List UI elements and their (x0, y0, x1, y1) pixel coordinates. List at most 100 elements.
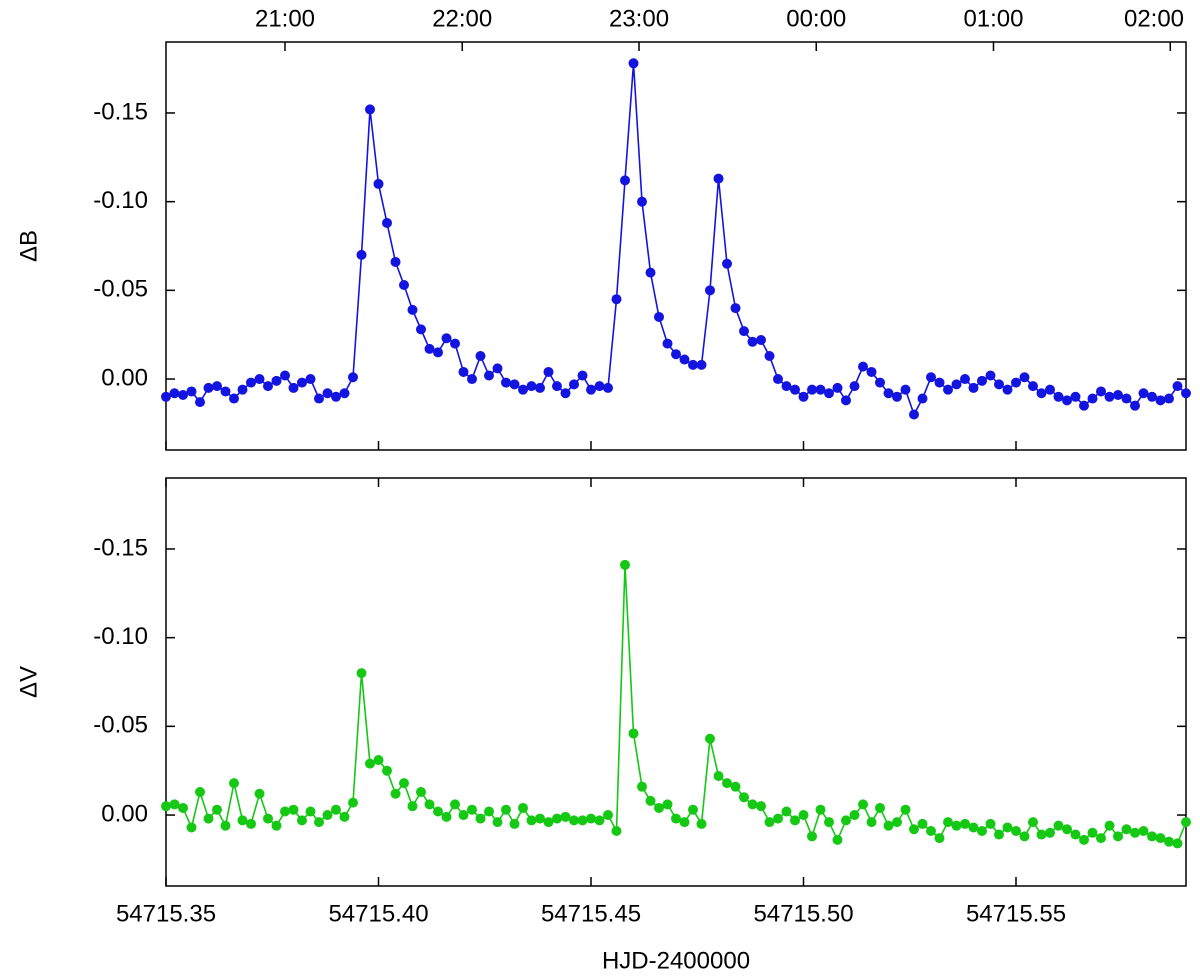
data-point (297, 377, 307, 388)
data-point (229, 393, 239, 404)
data-point (314, 393, 324, 404)
x-axis-label: HJD-2400000 (602, 947, 750, 974)
data-point (322, 388, 333, 399)
y-tick-label: -0.10 (93, 623, 148, 650)
data-point (246, 377, 256, 388)
data-point (858, 361, 868, 372)
data-point (203, 813, 214, 824)
data-point (1172, 838, 1183, 849)
data-point (416, 786, 426, 797)
data-point (1147, 391, 1157, 402)
data-point (365, 758, 375, 769)
data-point (951, 820, 962, 831)
data-point (1036, 829, 1047, 840)
data-point (1053, 391, 1064, 402)
data-point (535, 813, 545, 824)
data-point (212, 381, 222, 392)
data-point (1002, 384, 1013, 395)
plot-frame (165, 477, 1187, 887)
y-axis-label: ΔB (15, 230, 42, 262)
data-point (586, 813, 596, 824)
data-point (433, 347, 443, 358)
data-point (985, 370, 996, 381)
data-point (552, 813, 562, 824)
data-point (560, 811, 571, 822)
data-point (603, 810, 613, 821)
data-point (1011, 826, 1021, 837)
data-point (900, 384, 911, 395)
data-point (288, 382, 299, 393)
data-point (305, 806, 316, 817)
data-point (569, 815, 579, 826)
data-point (849, 381, 860, 392)
data-point (220, 386, 231, 397)
data-point (288, 804, 299, 815)
y-tick-label: 0.00 (101, 364, 148, 391)
data-point (662, 338, 673, 349)
data-point (220, 820, 231, 831)
data-point (365, 104, 375, 115)
data-point (1130, 400, 1140, 411)
data-point (577, 815, 588, 826)
data-point (858, 799, 868, 810)
data-point (1164, 836, 1174, 847)
x2-tick-label: 23:00 (609, 5, 669, 32)
data-point (399, 778, 409, 789)
data-point (1155, 833, 1166, 844)
data-point (781, 381, 792, 392)
data-point (764, 817, 775, 828)
data-point (424, 343, 435, 354)
y-tick-label: -0.15 (93, 98, 148, 125)
data-point (373, 755, 384, 766)
data-point (960, 818, 970, 829)
y-axis-label: ΔV (15, 666, 42, 698)
data-point (1028, 817, 1038, 828)
x-tick-label: 54715.55 (966, 900, 1066, 927)
data-point (1062, 395, 1072, 406)
data-point (280, 806, 290, 817)
data-point (254, 788, 265, 799)
data-point (722, 778, 732, 789)
data-point (943, 384, 953, 395)
data-point (875, 802, 885, 813)
data-point (212, 804, 222, 815)
data-point (713, 771, 724, 782)
data-point (263, 813, 273, 824)
data-point (985, 818, 996, 829)
data-point (909, 409, 919, 420)
data-point (348, 797, 358, 808)
data-point (407, 801, 418, 812)
data-point (1079, 400, 1089, 411)
data-point (1155, 395, 1166, 406)
data-point (229, 778, 239, 789)
data-point (603, 382, 613, 393)
data-point (492, 363, 503, 374)
data-point (866, 366, 877, 377)
data-point (1181, 817, 1191, 828)
data-point (798, 391, 809, 402)
data-point (688, 804, 698, 815)
data-point (917, 393, 928, 404)
data-point (237, 384, 248, 395)
data-point (1087, 393, 1098, 404)
data-point (841, 395, 851, 406)
x2-tick-label: 22:00 (432, 5, 492, 32)
data-point (611, 826, 622, 837)
data-point (934, 377, 945, 388)
data-point (178, 802, 188, 813)
data-point (977, 826, 987, 837)
y-tick-label: -0.05 (93, 276, 148, 303)
data-point (951, 379, 962, 390)
data-point (611, 294, 622, 305)
data-point (169, 799, 180, 810)
data-point (1164, 393, 1174, 404)
data-point (441, 811, 452, 822)
data-point (1138, 388, 1149, 399)
data-line (165, 564, 1187, 845)
data-point (1096, 833, 1106, 844)
data-point (356, 249, 367, 260)
data-point (747, 799, 758, 810)
data-point (161, 391, 171, 402)
data-point (382, 765, 392, 776)
data-point (237, 815, 248, 826)
